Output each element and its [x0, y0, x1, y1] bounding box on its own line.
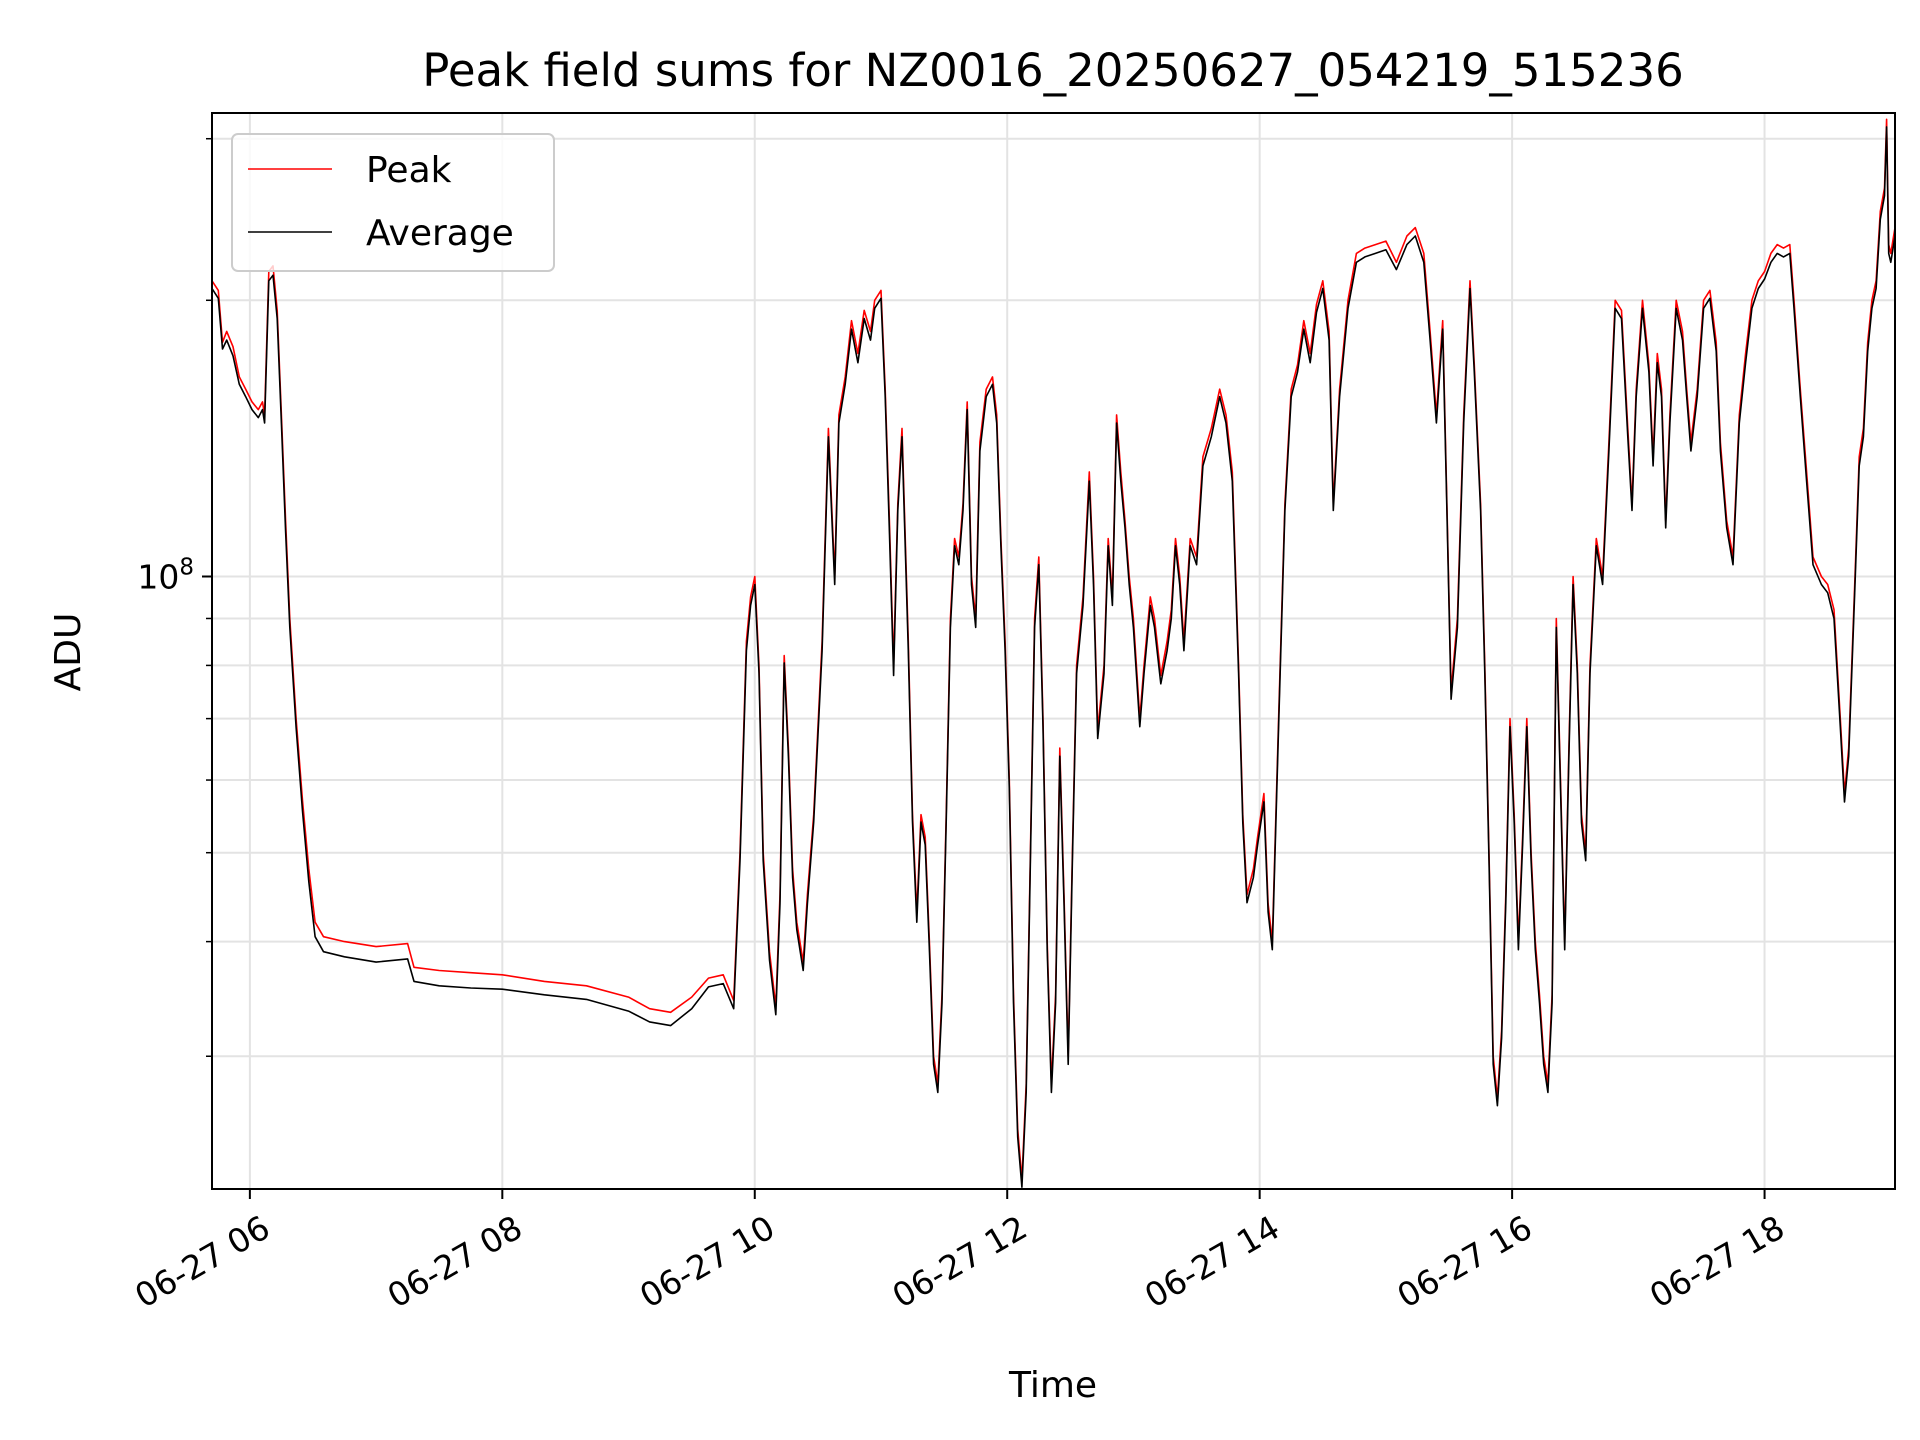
chart-title: Peak field sums for NZ0016_20250627_0542… — [422, 44, 1683, 97]
legend-label-average: Average — [366, 213, 514, 254]
series-layer — [212, 118, 1895, 1188]
legend-label-peak: Peak — [366, 150, 452, 191]
grid-lines — [212, 113, 1895, 1189]
x-axis-label: Time — [1008, 1365, 1097, 1406]
legend: Peak Average — [231, 133, 555, 272]
y-axis: 108 — [137, 137, 212, 1057]
y-tick-label: 108 — [137, 554, 194, 596]
y-axis-label: ADU — [48, 613, 89, 692]
plot-frame — [211, 112, 1896, 1190]
series-line-average — [212, 126, 1895, 1188]
